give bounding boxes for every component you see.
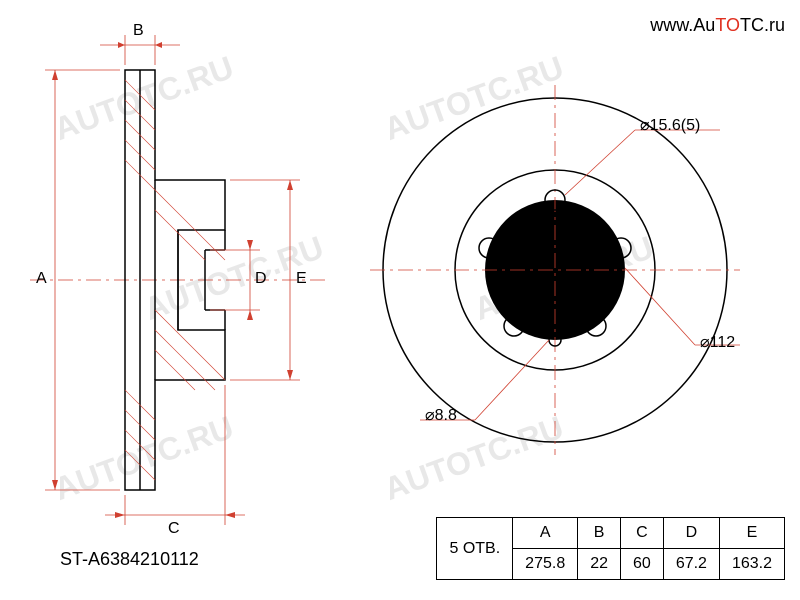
site-url: www.AuTOTC.ru (650, 15, 785, 36)
part-number: ST-A6384210112 (60, 549, 199, 570)
col-a: A (513, 518, 578, 549)
col-b: B (578, 518, 621, 549)
label-e: E (296, 270, 307, 288)
col-e: E (719, 518, 784, 549)
label-a: A (36, 270, 47, 288)
col-d: D (663, 518, 719, 549)
label-c: C (168, 520, 180, 538)
annotation-small: ⌀8.8 (425, 405, 457, 425)
technical-drawing (0, 0, 800, 600)
val-b: 22 (578, 549, 621, 580)
val-a: 275.8 (513, 549, 578, 580)
holes-count: 5 ОТВ. (437, 518, 513, 580)
label-b: B (133, 22, 144, 40)
val-c: 60 (621, 549, 664, 580)
annotation-pcd: ⌀112 (700, 332, 735, 352)
col-c: C (621, 518, 664, 549)
val-d: 67.2 (663, 549, 719, 580)
label-d: D (255, 270, 267, 288)
annotation-bolt: ⌀15.6(5) (640, 115, 700, 135)
val-e: 163.2 (719, 549, 784, 580)
dimensions-table: 5 ОТВ. A B C D E 275.8 22 60 67.2 163.2 (436, 517, 785, 580)
